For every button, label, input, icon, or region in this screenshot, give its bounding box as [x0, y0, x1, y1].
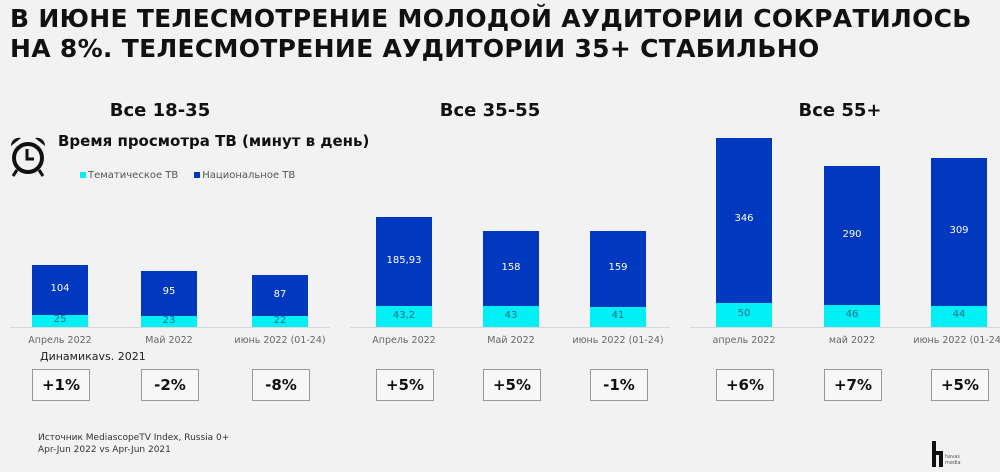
bar-thematic: [376, 306, 432, 327]
bar-national: [32, 265, 88, 316]
bar-thematic: [931, 305, 987, 327]
data-label-thematic: 50: [737, 308, 751, 320]
title-line-2: НА 8%. ТЕЛЕСМОТРЕНИЕ АУДИТОРИИ 35+ СТАБИ…: [10, 34, 820, 63]
data-label-national: 95: [162, 286, 176, 298]
title-line-1: В ИЮНЕ ТЕЛЕСМОТРЕНИЕ МОЛОДОЙ АУДИТОРИИ С…: [10, 4, 972, 33]
bar-national: [931, 158, 987, 306]
x-tick-label: Май 2022: [487, 335, 535, 346]
dynamics-badge: +1%: [32, 369, 90, 401]
data-label-national: 185,93: [386, 254, 422, 266]
svg-text:media: media: [945, 460, 961, 466]
data-label-thematic: 44: [952, 309, 966, 321]
panel-title: Все 18-35: [109, 100, 211, 121]
data-label-national: 158: [501, 261, 521, 273]
bar-national: [590, 231, 646, 308]
bar-national: [252, 274, 308, 317]
dynamics-badge: +6%: [716, 369, 774, 401]
x-tick-label: июнь 2022 (01-24): [913, 335, 1000, 346]
x-axis-line: [350, 327, 670, 328]
bar-thematic: [32, 315, 88, 327]
bar-national: [716, 137, 772, 304]
source-note: Источник MediascopeTV Index, Russia 0+ A…: [38, 432, 229, 456]
data-label-national: 87: [273, 288, 287, 300]
alarm-clock-icon: [10, 137, 46, 177]
data-label-thematic: 43: [504, 309, 518, 321]
bar-thematic: [483, 306, 539, 327]
legend-item-national: Национальное ТВ: [194, 170, 295, 181]
legend-item-thematic: Тематическое ТВ: [80, 170, 178, 181]
dynamics-badge: -8%: [252, 369, 310, 401]
dynamics-badge: -1%: [590, 369, 648, 401]
dynamics-badge: -2%: [141, 369, 199, 401]
dynamics-badge: +5%: [376, 369, 434, 401]
dynamics-label: Динамикаvs. 2021: [40, 350, 146, 363]
x-tick-label: Май 2022: [145, 335, 193, 346]
x-tick-label: июнь 2022 (01-24): [234, 335, 326, 346]
dynamics-badge: +7%: [824, 369, 882, 401]
bar-thematic: [716, 303, 772, 327]
bar-national: [141, 270, 197, 316]
havas-media-logo: havas media: [932, 441, 962, 471]
svg-text:havas: havas: [945, 454, 960, 460]
x-tick-label: июнь 2022 (01-24): [572, 335, 664, 346]
panel-title: Все 55+: [798, 100, 882, 121]
x-axis-line: [690, 327, 1000, 328]
legend: Тематическое ТВ Национальное ТВ: [80, 170, 295, 181]
chart-subtitle: Время просмотра ТВ (минут в день): [58, 132, 370, 150]
data-label-national: 104: [50, 283, 70, 295]
data-label-thematic: 25: [53, 314, 67, 326]
bar-thematic: [590, 307, 646, 327]
source-line-2: Apr-Jun 2022 vs Apr-Jun 2021: [38, 445, 171, 455]
x-tick-label: Апрель 2022: [372, 335, 436, 346]
slide-title: В ИЮНЕ ТЕЛЕСМОТРЕНИЕ МОЛОДОЙ АУДИТОРИИ С…: [10, 4, 972, 64]
x-tick-label: Апрель 2022: [28, 335, 92, 346]
dynamics-badge: +5%: [483, 369, 541, 401]
data-label-thematic: 41: [611, 310, 625, 322]
bar-thematic: [141, 316, 197, 327]
dynamics-badge: +5%: [931, 369, 989, 401]
data-label-national: 346: [734, 213, 754, 225]
data-label-national: 290: [842, 228, 862, 240]
data-label-thematic: 23: [162, 314, 176, 326]
bar-thematic: [252, 316, 308, 327]
data-label-national: 309: [949, 225, 969, 237]
bar-national: [483, 230, 539, 307]
x-tick-label: май 2022: [828, 335, 876, 346]
data-label-thematic: 46: [845, 309, 859, 320]
x-axis-line: [10, 327, 330, 328]
source-line-1: Источник MediascopeTV Index, Russia 0+: [38, 433, 230, 443]
data-label-thematic: 43,2: [392, 309, 416, 321]
bar-national: [376, 217, 432, 307]
data-label-thematic: 22: [273, 314, 287, 326]
x-tick-label: апрель 2022: [712, 335, 776, 346]
data-label-national: 159: [608, 262, 628, 274]
bar-thematic: [824, 305, 880, 327]
panel-title: Все 35-55: [439, 100, 541, 121]
bar-national: [824, 166, 880, 305]
